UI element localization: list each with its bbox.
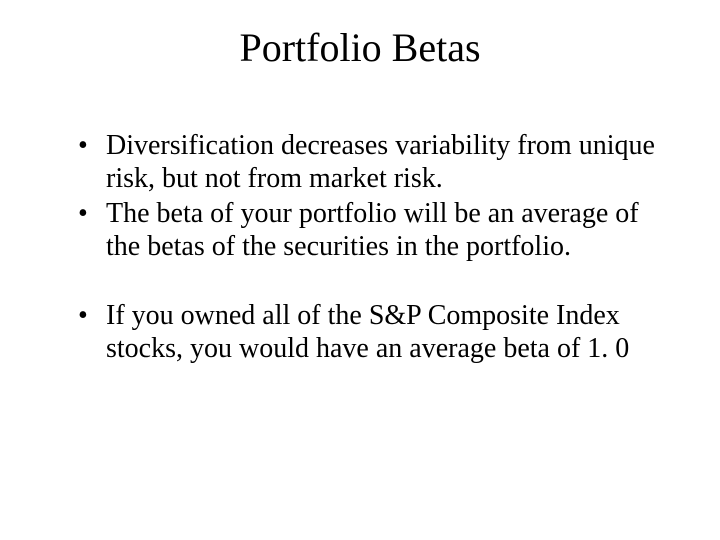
bullet-item: The beta of your portfolio will be an av…	[78, 197, 670, 263]
slide-title: Portfolio Betas	[40, 24, 680, 71]
bullet-item: Diversification decreases variability fr…	[78, 129, 670, 195]
spacer	[78, 265, 670, 299]
bullet-item: If you owned all of the S&P Composite In…	[78, 299, 670, 365]
slide: Portfolio Betas Diversification decrease…	[0, 0, 720, 540]
bullet-list: Diversification decreases variability fr…	[78, 129, 670, 365]
